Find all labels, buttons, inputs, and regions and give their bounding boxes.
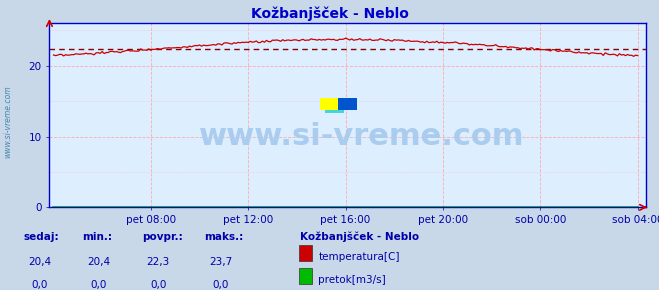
- Text: www.si-vreme.com: www.si-vreme.com: [199, 122, 525, 151]
- Text: Kožbanjšček - Neblo: Kožbanjšček - Neblo: [250, 6, 409, 21]
- Text: povpr.:: povpr.:: [142, 232, 183, 242]
- Text: Kožbanjšček - Neblo: Kožbanjšček - Neblo: [300, 232, 419, 242]
- Text: 20,4: 20,4: [28, 257, 51, 267]
- Text: 20,4: 20,4: [87, 257, 111, 267]
- Text: min.:: min.:: [82, 232, 113, 242]
- Text: pretok[m3/s]: pretok[m3/s]: [318, 275, 386, 285]
- Text: sedaj:: sedaj:: [23, 232, 59, 242]
- Text: 0,0: 0,0: [150, 280, 166, 290]
- Text: maks.:: maks.:: [204, 232, 244, 242]
- Text: 0,0: 0,0: [32, 280, 47, 290]
- Text: 0,0: 0,0: [91, 280, 107, 290]
- Text: 23,7: 23,7: [209, 257, 233, 267]
- Text: www.si-vreme.com: www.si-vreme.com: [3, 86, 13, 158]
- Text: temperatura[C]: temperatura[C]: [318, 252, 400, 262]
- Text: 22,3: 22,3: [146, 257, 170, 267]
- Text: 0,0: 0,0: [213, 280, 229, 290]
